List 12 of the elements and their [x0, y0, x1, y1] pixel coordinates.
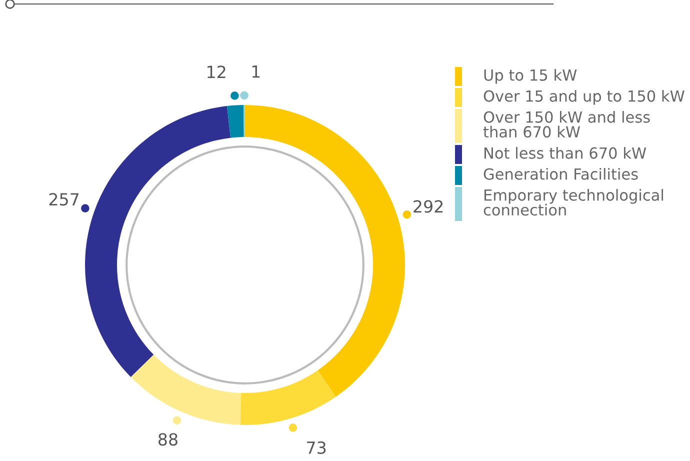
data-label: 1 [252, 65, 260, 78]
data-label: 73 [307, 441, 326, 454]
legend-label: Up to 15 kW [484, 69, 577, 84]
legend-label: Not less than 670 kW [484, 147, 646, 159]
data-label: 12 [208, 66, 226, 78]
data-label: 257 [49, 193, 79, 206]
legend-label: Emporary technological connection [484, 189, 664, 216]
data-label: 292 [414, 200, 443, 213]
legend-label: Generation Facilities [484, 168, 638, 180]
legend-label: Over 150 kW and less than 670 kW [483, 111, 650, 138]
legend-label: Over 15 and up to 150 kW [484, 90, 684, 105]
data-label: 88 [158, 433, 178, 446]
